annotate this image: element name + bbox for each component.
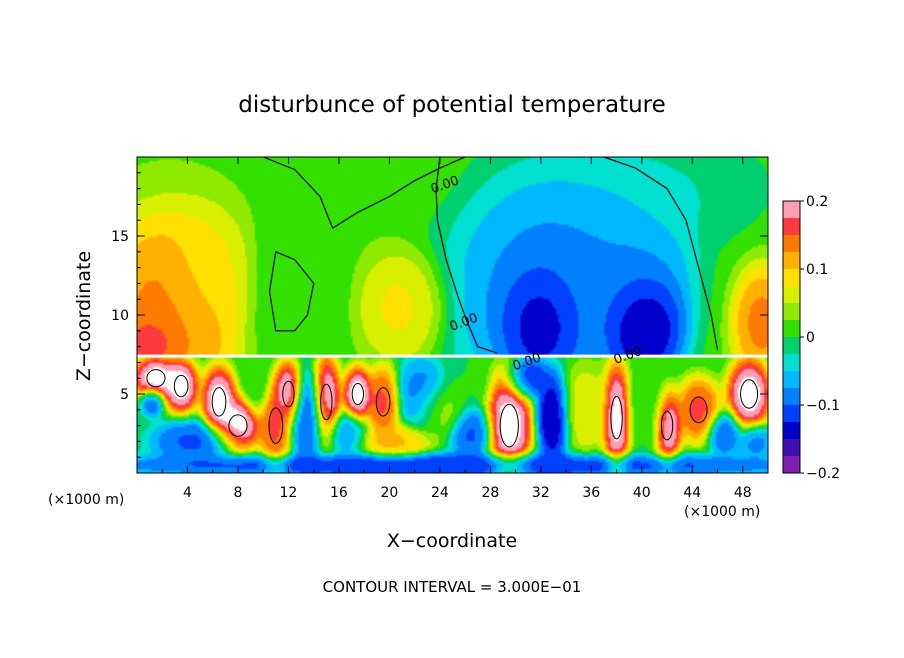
- contour-interval-note: CONTOUR INTERVAL = 3.000E−01: [323, 578, 582, 596]
- x-tick-label: 44: [683, 485, 701, 501]
- contour-loop: [268, 407, 284, 444]
- colorbar-swatch: [783, 303, 800, 321]
- contour-line: [268, 250, 315, 332]
- x-tick-label: 12: [280, 485, 298, 501]
- field-layer: [137, 157, 768, 473]
- chart-title: disturbunce of potential temperature: [238, 92, 666, 118]
- x-axis: 4 8 12 16 20 24 28 32 36 40 44 48: [161, 157, 752, 501]
- colorbar-swatch: [783, 201, 800, 219]
- x-tick-label: 32: [532, 485, 550, 501]
- x-tick-label: 40: [633, 485, 651, 501]
- x-unit-label: (×1000 m): [684, 504, 760, 520]
- colorbar-swatch: [783, 252, 800, 270]
- y-tick-label: 15: [111, 229, 129, 245]
- x-tick-label: 48: [734, 485, 752, 501]
- contour-layer: [146, 157, 759, 448]
- contour-loop: [282, 380, 295, 408]
- x-axis-title: X−coordinate: [387, 530, 517, 552]
- colorbar-swatch: [783, 320, 800, 338]
- contour-loop: [610, 395, 623, 440]
- y-unit-label: (×1000 m): [48, 492, 124, 508]
- contour-loop: [375, 387, 391, 417]
- colorbar-swatch: [783, 371, 800, 389]
- contour-line: [435, 157, 497, 354]
- colorbar-swatch: [783, 456, 800, 474]
- contour-loop: [499, 403, 519, 448]
- colorbar-swatch: [783, 388, 800, 406]
- temperature-field: [137, 157, 768, 473]
- contour-loop: [351, 382, 365, 406]
- colorbar-swatch: [783, 337, 800, 355]
- colorbar-tick-label: −0.1: [806, 398, 840, 414]
- x-tick-label: 36: [582, 485, 600, 501]
- contour-loop: [660, 410, 674, 441]
- colorbar-swatch: [783, 286, 800, 304]
- x-tick-label: 24: [431, 485, 449, 501]
- colorbar-tick-label: −0.2: [806, 466, 840, 482]
- x-tick-label: 8: [233, 485, 242, 501]
- colorbar-swatch: [783, 354, 800, 372]
- plot-area: 0.000.000.00 0.00: [137, 157, 768, 473]
- x-tick-label: 20: [380, 485, 398, 501]
- y-tick-label: 5: [120, 387, 129, 403]
- contour-loop: [689, 396, 708, 424]
- y-axis-title: Z−coordinate: [73, 251, 95, 381]
- colorbar-swatch: [783, 269, 800, 287]
- colorbar: 0.2 0.1 0 −0.1 −0.2: [782, 194, 840, 482]
- colorbar-tick-label: 0.2: [806, 194, 828, 210]
- contour-loop: [740, 379, 759, 409]
- x-tick-label: 28: [481, 485, 499, 501]
- colorbar-swatch: [783, 439, 800, 457]
- colorbar-swatch: [783, 422, 800, 440]
- x-tick-label: 16: [330, 485, 348, 501]
- contour-loop: [228, 414, 248, 437]
- contour-line: [262, 157, 466, 229]
- contour-loop: [320, 383, 333, 421]
- contour-loop: [146, 369, 166, 388]
- contour-loop: [211, 387, 227, 417]
- y-axis: 5 10 15: [111, 172, 768, 458]
- colorbar-swatch: [783, 218, 800, 236]
- x-tick-label: 4: [183, 485, 192, 501]
- contour-line: [603, 157, 719, 350]
- colorbar-tick-label: 0: [806, 330, 815, 346]
- contour-loop: [173, 374, 189, 398]
- colorbar-swatch: [783, 235, 800, 253]
- y-tick-label: 10: [111, 308, 129, 324]
- colorbar-tick-label: 0.1: [806, 262, 828, 278]
- colorbar-swatch: [783, 405, 800, 423]
